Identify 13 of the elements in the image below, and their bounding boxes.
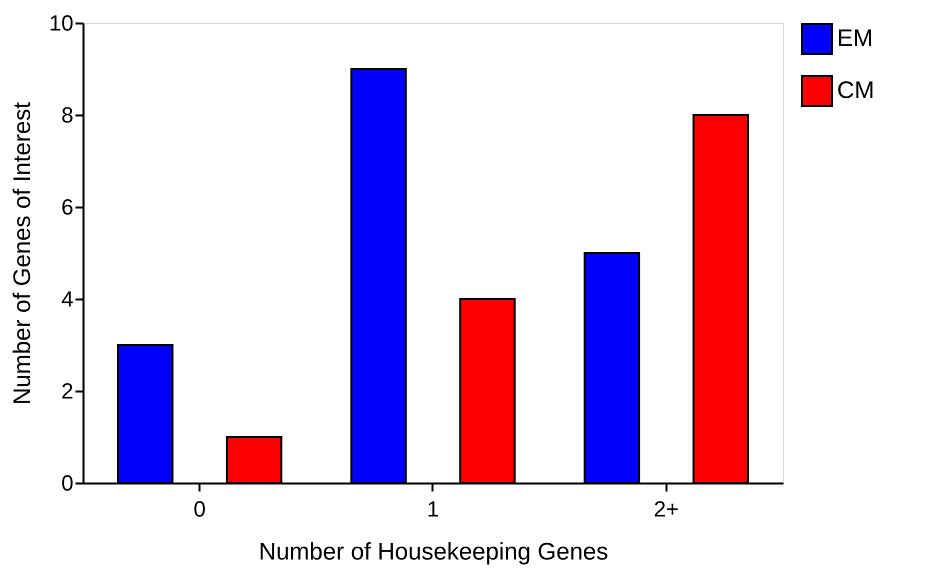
y-tick-label: 6 [61, 194, 74, 220]
y-axis-title: Number of Genes of Interest [9, 102, 36, 405]
y-tick-label: 2 [61, 378, 74, 404]
y-tick-label: 4 [61, 286, 74, 312]
x-axis-title: Number of Housekeeping Genes [258, 538, 608, 566]
legend-label: EM [837, 25, 873, 52]
y-tick-label: 8 [61, 102, 74, 128]
y-tick-label: 10 [49, 10, 74, 36]
x-tick-label: 0 [194, 496, 206, 522]
x-tick-label: 1 [426, 496, 440, 522]
x-tick-label: 2+ [654, 496, 679, 522]
legend-label: CM [837, 77, 874, 104]
y-tick-label: 0 [61, 470, 74, 496]
